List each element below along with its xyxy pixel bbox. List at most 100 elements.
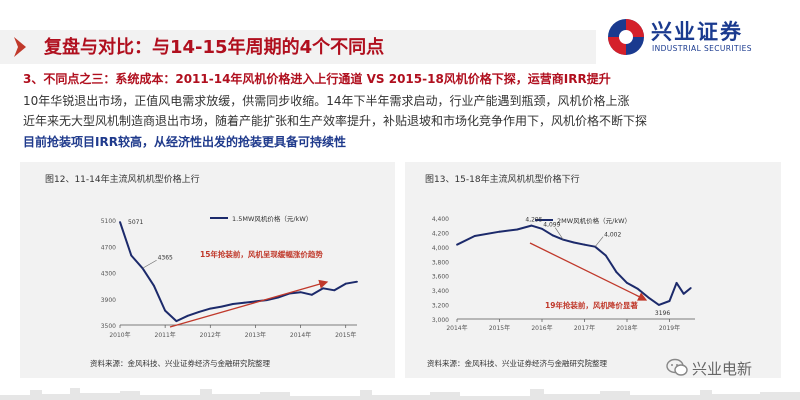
chart-panel-1: 图12、11-14年主流风机机型价格上行 3500 3900 4300 4700 510… <box>20 162 395 378</box>
y-tick-label: 4,000 <box>432 245 449 252</box>
data-point <box>647 296 650 299</box>
brand-logo: 兴业证券 INDUSTRIAL SECURITIES <box>598 14 798 62</box>
point-label: 4,295 <box>525 217 542 224</box>
x-tick-label: 2015年 <box>335 331 356 339</box>
section-heading: 3、不同点之三：系统成本：2011-14年风机价格进入上行通道 VS 2015-… <box>23 72 611 86</box>
data-point <box>186 314 189 317</box>
trend-arrow <box>529 242 648 301</box>
header-chevron-icon <box>14 37 26 57</box>
body-text-line-1: 10年华锐退出市场，正值风电需求放缓，供需同步收缩。14年下半年需求启动，行业产… <box>23 94 630 108</box>
data-point <box>344 282 347 285</box>
data-point <box>551 234 554 237</box>
x-tick-label: 2014年 <box>446 324 467 332</box>
y-tick-label: 4,400 <box>432 216 449 223</box>
data-point <box>231 303 234 305</box>
x-tick-label: 2018年 <box>616 324 637 332</box>
chart-2-title: 图13、15-18年主流风机机型价格下行 <box>425 175 580 185</box>
data-point <box>209 307 212 310</box>
brand-name: 兴业证券 <box>651 20 743 44</box>
series-line <box>119 221 358 323</box>
data-point <box>164 309 167 312</box>
y-tick-label: 3,800 <box>432 259 449 266</box>
y-tick-label: 5100 <box>101 218 116 225</box>
y-tick-label: 4300 <box>101 271 116 278</box>
point-label-leader <box>594 236 604 247</box>
body-text-line-3: 目前抢装项目IRR较高，从经济性出发的抢装更具备可持续性 <box>23 135 346 149</box>
data-point <box>333 289 336 292</box>
x-tick-label: 2012年 <box>200 331 221 339</box>
data-point <box>675 282 678 284</box>
data-point <box>689 287 692 289</box>
x-tick-label: 2019年 <box>659 324 680 332</box>
y-tick-label: 4700 <box>101 244 116 251</box>
chart-annotation: 19年抢装前，风机降价显著 <box>545 300 638 310</box>
x-tick-label: 2014年 <box>290 331 311 339</box>
data-point <box>583 243 586 246</box>
x-tick-label: 2016年 <box>531 324 552 332</box>
point-label: 4,099 <box>543 222 560 229</box>
legend-label: 2MW风机价格（元/kW） <box>557 216 631 225</box>
data-point <box>220 305 223 308</box>
data-point <box>657 303 660 306</box>
y-tick-label: 3500 <box>101 323 116 330</box>
data-point <box>198 310 200 313</box>
data-point <box>682 292 685 295</box>
x-tick-label: 2015年 <box>489 324 510 332</box>
data-point <box>626 282 628 284</box>
data-point <box>310 293 313 296</box>
data-point <box>668 300 671 302</box>
x-tick-label: 2013年 <box>245 331 266 339</box>
point-label: 4365 <box>158 254 173 261</box>
x-tick-label: 2017年 <box>574 324 595 332</box>
data-point <box>604 254 607 257</box>
y-tick-label: 3,000 <box>432 317 449 324</box>
data-point <box>243 301 246 304</box>
wechat-icon <box>666 358 688 376</box>
y-tick-label: 4,200 <box>432 230 449 237</box>
brand-logo-icon <box>608 19 644 55</box>
city-skyline-decoration <box>0 388 800 400</box>
y-tick-label: 3,600 <box>432 274 449 281</box>
page-title: 复盘与对比：与14-15年周期的4个不同点 <box>44 37 385 58</box>
chart-1-source: 资料来源：金风科技、兴业证券经济与金融研究院整理 <box>90 359 270 368</box>
data-point <box>299 291 302 294</box>
point-label-leader <box>555 227 564 240</box>
point-label: 3196 <box>655 310 670 317</box>
y-tick-label: 3,400 <box>432 288 449 295</box>
brand-english-name: INDUSTRIAL SECURITIES <box>652 44 752 53</box>
x-tick-label: 2011年 <box>155 331 176 339</box>
data-point <box>473 235 476 237</box>
data-point <box>530 224 533 227</box>
y-tick-label: 3,200 <box>432 303 449 310</box>
data-point <box>356 280 358 283</box>
data-point <box>541 227 543 230</box>
chart-annotation: 15年抢装前，风机呈现缓幅涨价趋势 <box>200 249 323 259</box>
data-point <box>498 230 501 233</box>
data-point <box>152 284 155 287</box>
point-label: 5071 <box>128 219 143 226</box>
point-label-leader <box>142 260 157 269</box>
chart-1-title: 图12、11-14年主流风机机型价格上行 <box>45 175 200 185</box>
chart-1-figure: 3500 3900 4300 4700 5100 2010年 2011年 2012年 2013年… <box>101 214 358 339</box>
legend-label: 1.5MW风机价格（元/kW） <box>232 214 312 223</box>
data-point <box>636 287 639 290</box>
chart-panel-2: 图13、15-18年主流风机机型价格下行 3,000 3,200 3,400 3,60… <box>405 162 781 378</box>
body-text-line-2: 近年来无大型风机制造商退出市场，随着产能扩张和生产效率提升，补贴退坡和市场化竞争… <box>23 114 648 128</box>
data-point <box>572 241 575 244</box>
header-band <box>0 30 596 64</box>
data-point <box>615 271 618 274</box>
chart-2-source: 资料来源：金风科技、兴业证券经济与金融研究院整理 <box>427 359 607 368</box>
data-point <box>516 228 519 231</box>
point-label: 4,002 <box>604 232 621 239</box>
y-tick-label: 3900 <box>101 297 116 304</box>
x-tick-label: 2010年 <box>109 331 130 339</box>
data-point <box>130 254 133 257</box>
chart-2-figure: 3,000 3,200 3,400 3,600 3,800 4,000 4,200 4,400… <box>432 216 695 332</box>
wechat-account-name: 兴业电新 <box>692 360 753 378</box>
data-point <box>456 243 458 246</box>
wechat-watermark: 兴业电新 <box>666 354 786 384</box>
data-point <box>119 221 121 223</box>
data-point <box>322 287 325 290</box>
data-point <box>277 296 279 299</box>
trend-arrow <box>169 279 329 328</box>
